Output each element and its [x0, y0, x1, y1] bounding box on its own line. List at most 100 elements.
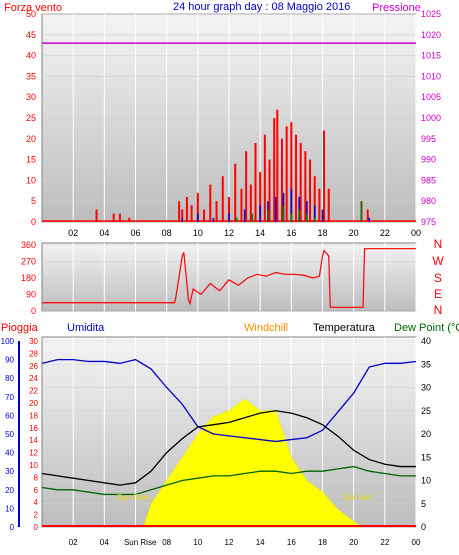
wind-bar	[228, 197, 230, 222]
wind-bar	[234, 163, 237, 222]
temperature-x-ticks: 02 04 Sun Rise 08 10 12 14 16 18 20 22 00	[69, 538, 421, 547]
temperature-x-tick-label: 02	[69, 538, 78, 547]
gust-bar	[321, 209, 324, 222]
pressure-y-tick-label: 1015	[421, 51, 441, 61]
humidity-y-tick-label: 90	[5, 356, 14, 365]
dewpoint-line	[41, 465, 416, 496]
wind-panel-grid	[42, 13, 417, 223]
temperature-y-tick-label: 25	[421, 406, 431, 416]
wind-bar	[185, 197, 188, 222]
wind-axis-title: Forza vento	[4, 2, 62, 14]
temperature-series	[41, 358, 417, 528]
wind-x-tick-label: 18	[317, 228, 327, 238]
wind_green-bar	[306, 213, 308, 222]
wind-bar	[249, 184, 252, 222]
humidity-y-ticks: 0 10 20 30 40 50 60 70 80 90 100	[1, 337, 15, 532]
rain-y-tick-label: 30	[29, 337, 38, 346]
humidity-y-tick-label: 60	[5, 411, 14, 420]
wind_green-bar	[236, 217, 238, 222]
wind-bar	[309, 159, 312, 222]
wind-bar	[254, 142, 257, 222]
humidity-axis-title: Umidita	[67, 322, 105, 334]
wind-bar	[112, 213, 115, 222]
humidity-y-tick-label: 0	[10, 523, 15, 532]
wind-bar	[366, 209, 369, 222]
pressure-y-tick-label: 990	[421, 155, 436, 165]
wind-bar	[221, 176, 224, 222]
wind-y-tick-label: 30	[26, 92, 36, 102]
pressure-y-ticks: 975 980 985 990 995 1000 1005 1010 1015 1020 1025	[421, 9, 441, 227]
compass-label: W	[432, 254, 444, 268]
rain-y-tick-label: 10	[29, 461, 38, 470]
wind-bar	[263, 134, 266, 222]
gust-bar	[290, 188, 293, 222]
rain-y-tick-label: 20	[29, 399, 38, 408]
wind-x-tick-label: 10	[193, 228, 203, 238]
wind-y-ticks: 0 5 10 15 20 25 30 35 40 45 50	[26, 9, 36, 227]
pressure-y-tick-label: 980	[421, 196, 436, 206]
gust-bar	[275, 197, 277, 222]
wind-bar	[209, 184, 212, 222]
temperature-x-tick-label: 18	[318, 538, 327, 547]
wind-bar	[181, 209, 184, 222]
wind_green-bar	[360, 201, 363, 222]
wind-y-tick-label: 45	[26, 30, 36, 40]
wind-x-tick-label: 16	[286, 228, 296, 238]
temperature-x-tick-label: 04	[100, 538, 109, 547]
wind-bar	[295, 134, 298, 222]
sunrise-label: Sun Rise	[117, 493, 150, 502]
wind-x-ticks: 02 04 06 08 10 12 14 16 18 20 22 00	[68, 228, 421, 238]
wind-bar	[285, 126, 288, 222]
humidity-y-tick-label: 30	[5, 467, 14, 476]
wind_green-bar	[251, 213, 254, 222]
temperature-y-tick-label: 40	[421, 336, 431, 346]
rain-y-tick-label: 6	[34, 486, 39, 495]
rain-axis-title: Pioggia	[1, 322, 39, 334]
wind-bar	[313, 176, 316, 222]
wind-bar	[290, 122, 293, 222]
pressure-y-tick-label: 1000	[421, 113, 441, 123]
wind-bar	[203, 209, 206, 222]
rain-y-tick-label: 8	[34, 473, 39, 482]
wind-bar	[190, 205, 193, 222]
rain-y-tick-label: 22	[29, 387, 38, 396]
gust-bar	[298, 197, 300, 222]
wind_green-bar	[298, 209, 300, 222]
temperature-y-tick-label: 10	[421, 476, 431, 486]
temperature-x-tick-label: 12	[225, 538, 234, 547]
wind-bar	[327, 188, 330, 222]
temperature-x-tick-label: 10	[193, 538, 202, 547]
temperature-line	[41, 410, 416, 486]
rain-y-tick-label: 2	[34, 511, 39, 520]
gust-bar	[259, 205, 261, 222]
humidity-y-tick-label: 40	[5, 449, 14, 458]
direction-y-ticks: 0 90 180 270 360	[21, 240, 36, 316]
humidity-y-tick-label: 80	[5, 374, 14, 383]
compass-label: E	[434, 287, 442, 301]
wind-x-tick-label: 20	[349, 228, 359, 238]
sunset-label: Sun Set	[343, 493, 372, 502]
wind-y-tick-label: 15	[26, 155, 36, 165]
rain-y-tick-label: 18	[29, 411, 38, 420]
wind-bar	[299, 142, 302, 222]
pressure-y-tick-label: 1005	[421, 92, 441, 102]
temperature-y-tick-label: 15	[421, 452, 431, 462]
humidity-line	[41, 358, 417, 443]
rain-y-tick-label: 16	[29, 424, 38, 433]
chart-title: 24 hour graph day : 08 Maggio 2016	[173, 1, 350, 13]
wind-bar	[280, 138, 283, 222]
wind-series	[42, 42, 416, 222]
temperature-y-tick-label: 30	[421, 383, 431, 393]
rain-y-tick-label: 0	[34, 523, 39, 532]
humidity-y-tick-label: 20	[5, 486, 14, 495]
wind-bar	[118, 213, 121, 222]
pressure-y-tick-label: 1010	[421, 71, 441, 81]
wind-y-tick-label: 10	[26, 175, 36, 185]
pressure-y-tick-label: 975	[421, 217, 436, 227]
rain-y-tick-label: 28	[29, 349, 38, 358]
pressure-y-tick-label: 1020	[421, 30, 441, 40]
pressure-y-tick-label: 985	[421, 175, 436, 185]
wind-x-tick-label: 08	[162, 228, 172, 238]
wind-x-tick-label: 14	[255, 228, 265, 238]
